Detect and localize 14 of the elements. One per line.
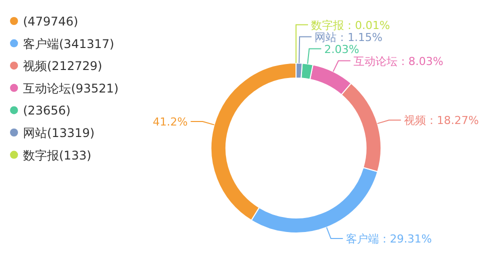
legend-label: 视频(212729) <box>23 59 102 74</box>
data-label: 视频：18.27% <box>404 114 479 128</box>
data-label: 客户端：29.31% <box>346 232 432 246</box>
data-label: 41.2% <box>152 116 188 129</box>
legend-label: 互动论坛(93521) <box>23 81 119 96</box>
legend-label: 网站(13319) <box>23 126 95 140</box>
data-label: 2.03% <box>324 42 360 56</box>
legend-label: (23656) <box>23 104 71 118</box>
legend-label: 客户端(341317) <box>23 36 114 51</box>
data-label: 数字报：0.01% <box>311 18 390 32</box>
legend-label: 数字报(133) <box>23 148 92 162</box>
legend-label: (479746) <box>23 14 78 28</box>
data-label: 网站：1.15% <box>314 30 383 44</box>
data-label: 互动论坛：8.03% <box>353 54 444 68</box>
